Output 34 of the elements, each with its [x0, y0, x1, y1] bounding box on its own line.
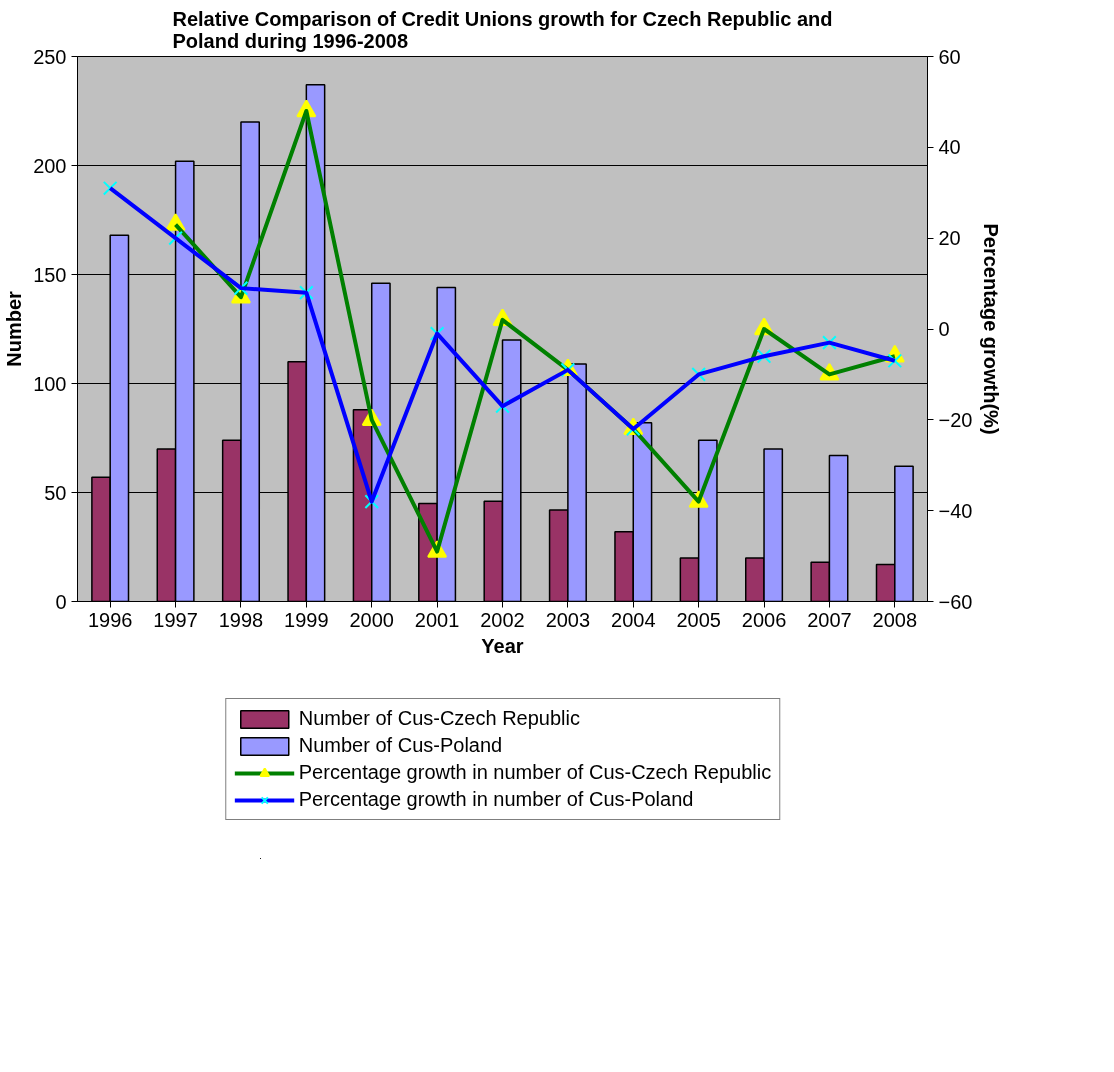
y2-tick-label: 20 — [938, 227, 961, 250]
x-tick-label: 2007 — [807, 608, 852, 631]
x-tick-label: 2008 — [872, 608, 918, 631]
x-tick-label: 1996 — [87, 608, 133, 631]
x-axis-title: Year — [481, 634, 524, 657]
y2-tick-label: 40 — [938, 136, 961, 159]
chart-title: Relative Comparison of Credit Unions growth for Czech Republic and Poland during 1996-2008 — [172, 7, 833, 52]
x-tick-label: 2002 — [480, 608, 525, 631]
y-tick-label: 50 — [44, 481, 67, 504]
y-tick-label: 250 — [33, 45, 67, 68]
legend-label: Percentage growth in number of Cus-Poland — [298, 788, 694, 811]
x-tick-label: 2001 — [414, 608, 460, 631]
x-tick-label: 2006 — [741, 608, 787, 631]
x-tick-label: 2000 — [349, 608, 394, 631]
y2-axis-title: Percentage growth(%) — [980, 223, 1003, 435]
y2-tick-label: −20 — [938, 408, 973, 431]
legend-label: Number of Cus-Czech Republic — [298, 707, 580, 730]
x-tick-label: 2004 — [611, 608, 656, 631]
y2-tick-label: 0 — [938, 318, 950, 340]
y-tick-label: 100 — [33, 372, 67, 395]
legend-label: Percentage growth in number of Cus-Czech Republic — [298, 761, 772, 784]
x-tick-label: 1998 — [218, 608, 264, 631]
x-tick-label: 2005 — [676, 608, 721, 631]
y2-tick-label: −40 — [938, 499, 973, 522]
x-tick-label: 1997 — [153, 608, 198, 631]
y-tick-label: 200 — [33, 154, 67, 177]
y-tick-label: 0 — [55, 590, 67, 613]
y2-tick-label: 60 — [938, 45, 961, 68]
y-tick-label: 150 — [33, 263, 67, 286]
legend-label: Number of Cus-Poland — [298, 734, 503, 757]
y2-tick-label: −60 — [938, 590, 973, 613]
x-tick-label: 2003 — [545, 608, 591, 631]
x-tick-label: 1999 — [284, 608, 329, 631]
y-axis-title: Number — [3, 291, 26, 367]
